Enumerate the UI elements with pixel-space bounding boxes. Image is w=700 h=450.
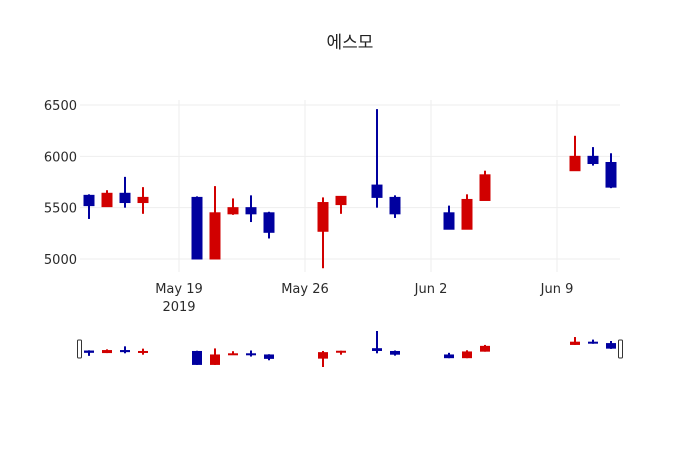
- candle[interactable]: [389, 195, 401, 218]
- candle[interactable]: [245, 195, 257, 223]
- slider-candle: [84, 350, 94, 356]
- candle[interactable]: [587, 147, 599, 166]
- candle[interactable]: [335, 195, 347, 214]
- candle[interactable]: [263, 211, 275, 239]
- x-tick-label: May 19: [155, 282, 203, 297]
- candle[interactable]: [209, 186, 221, 260]
- candle-body: [191, 196, 203, 260]
- candle[interactable]: [227, 198, 239, 215]
- candle[interactable]: [443, 205, 455, 230]
- candle-body: [587, 155, 599, 165]
- slider-candle: [102, 349, 112, 354]
- candle-body: [101, 192, 113, 208]
- slider-candle: [138, 348, 148, 355]
- y-tick-label: 5500: [44, 202, 77, 217]
- chart-title: 에스모: [327, 33, 374, 53]
- candle[interactable]: [569, 135, 581, 172]
- candle-body: [461, 198, 473, 230]
- candle[interactable]: [191, 196, 203, 260]
- candle-body: [245, 207, 257, 215]
- x-tick-year-label: 2019: [162, 300, 195, 315]
- candle-body: [137, 196, 149, 204]
- candle[interactable]: [461, 194, 473, 230]
- range-slider[interactable]: [77, 331, 623, 367]
- slider-candle: [120, 346, 130, 354]
- slider-candle: [444, 352, 454, 359]
- candle-body: [119, 192, 131, 204]
- candle-body: [605, 161, 617, 188]
- candle[interactable]: [371, 109, 383, 208]
- candle[interactable]: [119, 176, 131, 208]
- candle[interactable]: [101, 190, 113, 208]
- y-tick-label: 6500: [44, 99, 77, 114]
- slider-candle: [264, 354, 274, 361]
- candlestick-series[interactable]: [83, 109, 617, 269]
- slider-candle: [588, 339, 598, 344]
- candle-body: [389, 196, 401, 215]
- x-axis: May 19 2019 May 26 Jun 2 Jun 9: [155, 282, 573, 315]
- x-tick-label: Jun 2: [414, 282, 448, 297]
- slider-candle: [606, 340, 616, 349]
- x-tick-label: Jun 9: [540, 282, 574, 297]
- slider-candle: [570, 337, 580, 345]
- y-axis: 5000 5500 6000 6500: [44, 99, 77, 268]
- slider-candle: [210, 348, 220, 365]
- candle[interactable]: [605, 153, 617, 189]
- range-slider-right-handle[interactable]: [618, 339, 623, 359]
- candle-body: [83, 194, 95, 207]
- y-tick-label: 6000: [44, 150, 77, 165]
- slider-candle: [192, 350, 202, 365]
- candle-body: [335, 195, 347, 206]
- candle-body: [371, 184, 383, 198]
- slider-candle: [318, 350, 328, 367]
- range-slider-left-handle[interactable]: [77, 339, 82, 359]
- y-tick-label: 5000: [44, 253, 77, 268]
- candle-body: [227, 207, 239, 215]
- candle-body: [263, 212, 275, 233]
- x-tick-label: May 26: [281, 282, 329, 297]
- candle-body: [317, 202, 329, 232]
- grid-lines: [80, 100, 620, 272]
- slider-candle: [390, 350, 400, 356]
- candle-body: [209, 212, 221, 260]
- slider-candle: [228, 351, 238, 356]
- candle-body: [569, 155, 581, 172]
- candle[interactable]: [317, 197, 329, 269]
- candle[interactable]: [137, 187, 149, 214]
- candle-body: [443, 212, 455, 230]
- slider-candle: [480, 344, 490, 352]
- slider-candle: [372, 331, 382, 354]
- slider-candle: [336, 350, 346, 355]
- candle[interactable]: [479, 170, 491, 201]
- slider-candle: [246, 350, 256, 357]
- slider-candle: [462, 350, 472, 359]
- candle[interactable]: [83, 194, 95, 219]
- candle-body: [479, 174, 491, 201]
